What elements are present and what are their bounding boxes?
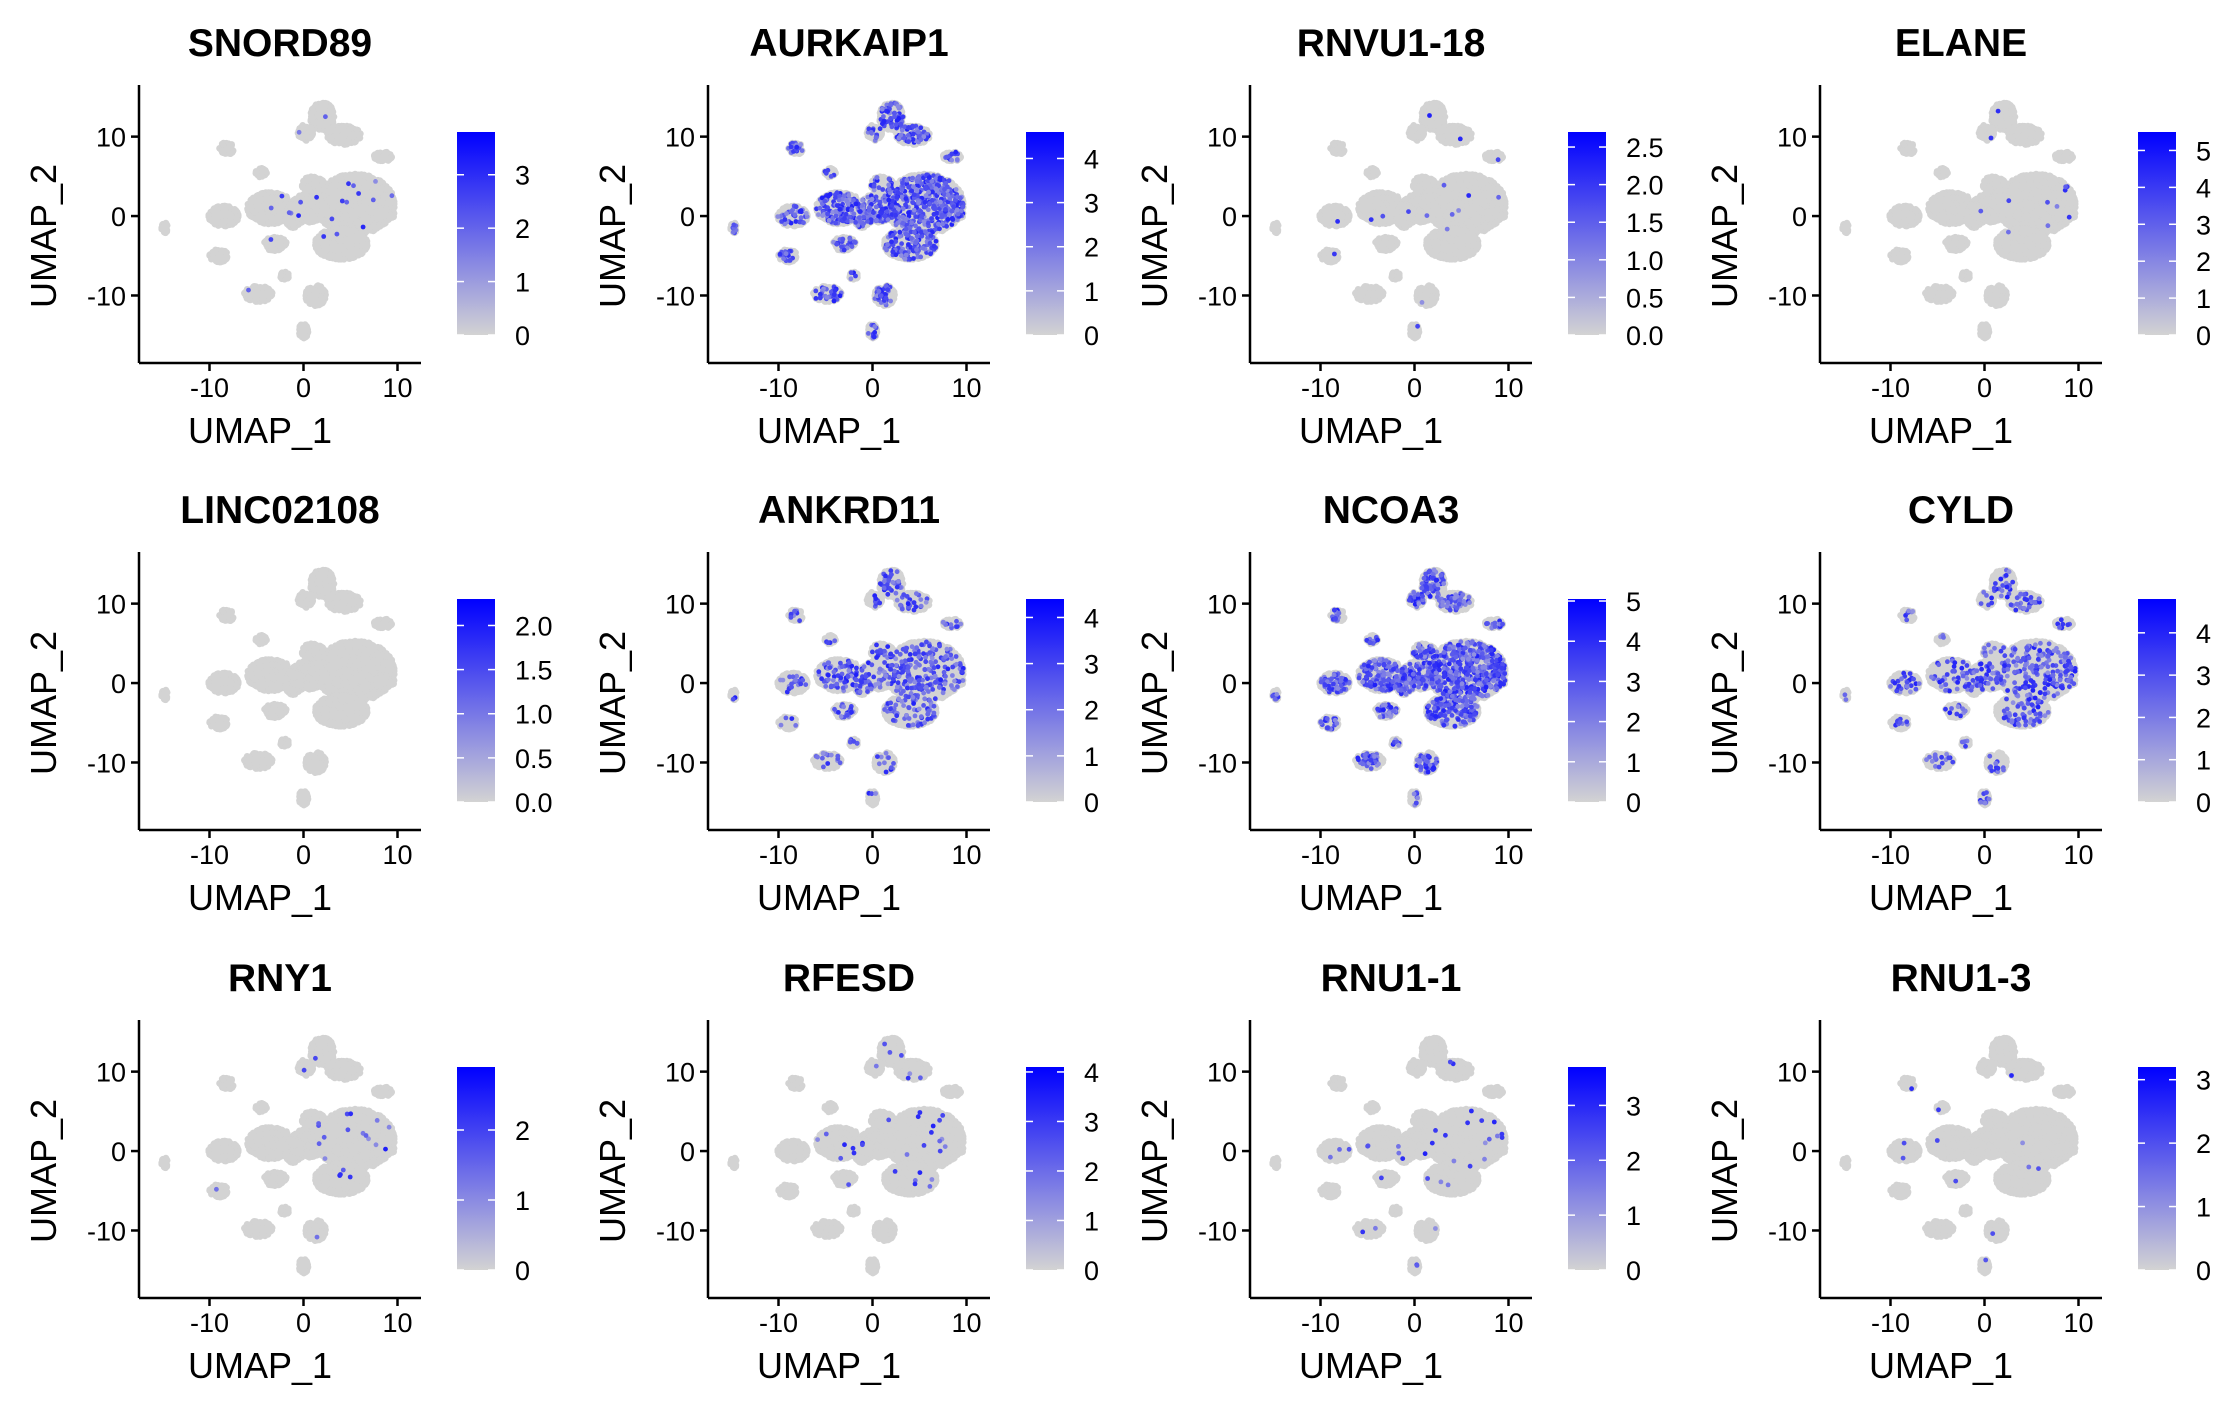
cell-point bbox=[388, 154, 395, 161]
cell-point bbox=[375, 150, 382, 157]
panel-title: SNORD89 bbox=[188, 22, 372, 65]
cell-point bbox=[328, 107, 335, 114]
cell-point bbox=[341, 129, 348, 136]
cell-points bbox=[158, 100, 397, 342]
cell-point bbox=[347, 133, 354, 140]
cell-point bbox=[259, 173, 266, 180]
cell-point bbox=[337, 139, 344, 146]
cell-point bbox=[219, 147, 226, 154]
cell-point bbox=[322, 103, 329, 110]
cell-point bbox=[334, 127, 341, 134]
cell-point bbox=[380, 157, 387, 164]
cell-point bbox=[328, 135, 335, 142]
cell-point bbox=[303, 133, 310, 140]
cell-point bbox=[324, 121, 331, 128]
cell-point bbox=[315, 105, 322, 112]
cell-point bbox=[308, 113, 315, 120]
cell-point bbox=[228, 142, 235, 149]
cell-point bbox=[382, 150, 389, 157]
